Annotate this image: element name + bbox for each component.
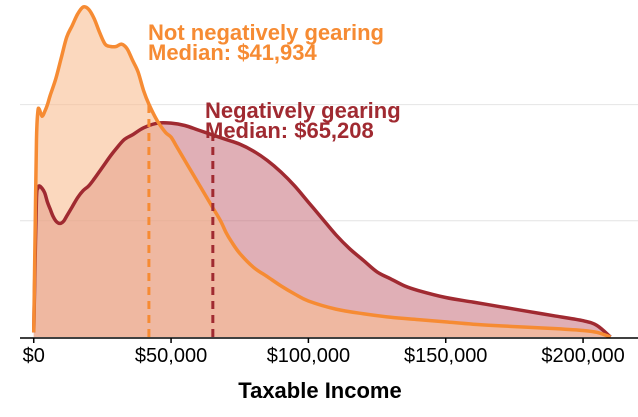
x-tick-label-0: $0 <box>23 345 45 367</box>
annotation-neg-1: Median: $65,208 <box>205 118 374 143</box>
area-not_neg <box>33 6 611 337</box>
annotation-not_neg-0: Not negatively gearing <box>148 20 384 45</box>
line-neg <box>31 120 612 339</box>
x-tick-label-2: $100,000 <box>267 345 350 367</box>
annotation-neg-0: Negatively gearing <box>205 98 401 123</box>
x-tick-label-1: $50,000 <box>135 345 207 367</box>
x-tick-label-3: $150,000 <box>404 345 487 367</box>
x-axis: $0 $50,000 $100,000 $150,000 $200,000 <box>20 337 638 367</box>
median-lines <box>147 104 215 337</box>
density-areas <box>31 4 612 339</box>
x-axis-title: Taxable Income <box>238 378 401 403</box>
line-not_neg <box>31 4 612 339</box>
x-tick-label-4: $200,000 <box>541 345 624 367</box>
annotation-not_neg-1: Median: $41,934 <box>148 40 318 65</box>
